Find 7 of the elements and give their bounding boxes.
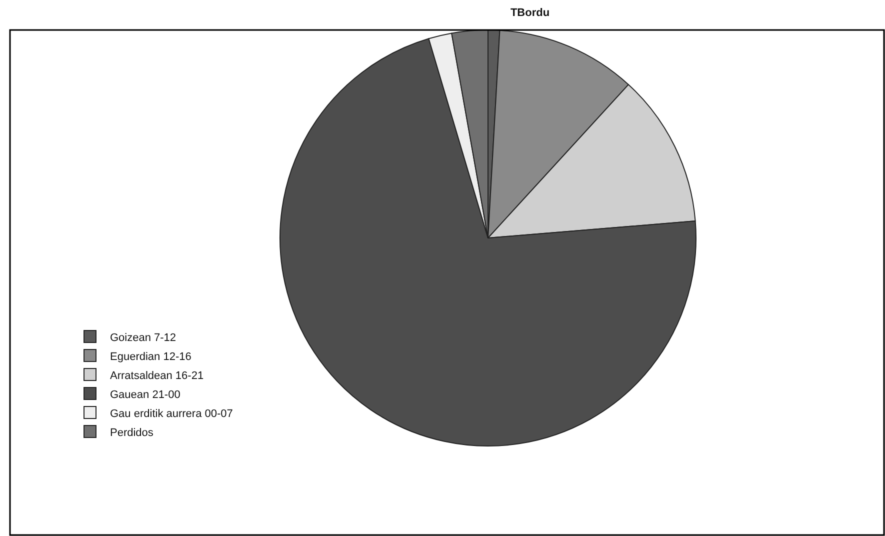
legend-label: Eguerdian 12-16 [110, 350, 192, 363]
legend-label: Perdidos [110, 426, 154, 439]
legend-label: Arratsaldean 16-21 [110, 370, 204, 382]
chart-title: TBordu [510, 6, 550, 19]
legend-label: Gau erditik aurrera 00-07 [110, 408, 233, 420]
legend-label: Goizean 7-12 [110, 332, 176, 344]
legend-label: Gauean 21-00 [110, 388, 180, 401]
